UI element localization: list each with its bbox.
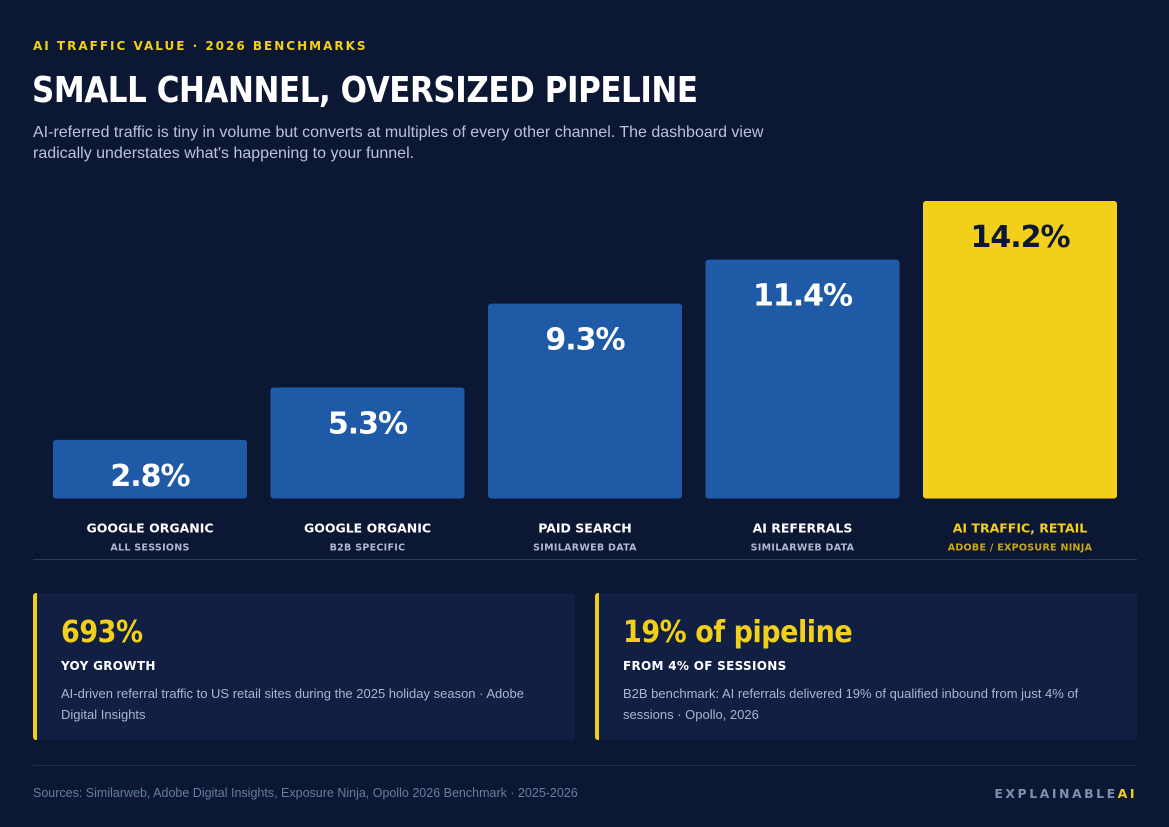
data-label-5: 14.2% <box>970 220 1070 255</box>
eyebrow: AI TRAFFIC VALUE · 2026 BENCHMARKS <box>33 39 368 53</box>
data-label-4: 11.4% <box>753 279 853 314</box>
bar-2 <box>270 387 465 499</box>
sources-note: Sources: Similarweb, Adobe Digital Insig… <box>33 786 578 800</box>
bar-1 <box>53 439 247 499</box>
bar-5 <box>923 201 1117 499</box>
chart-divider <box>33 559 1137 560</box>
bar-3 <box>488 303 682 499</box>
stat-value: 693% <box>61 615 143 650</box>
brand-logo: EXPLAINABLEAI <box>994 786 1137 801</box>
stat-description: AI-driven referral traffic to US retail … <box>61 686 524 722</box>
stat-label: FROM 4% OF SESSIONS <box>623 659 787 673</box>
category-sublabel-2: B2B SPECIFIC <box>330 543 406 554</box>
stat-card-pipeline: 19% of pipeline FROM 4% OF SESSIONS B2B … <box>595 593 1137 740</box>
stat-value: 19% of pipeline <box>623 615 853 650</box>
category-label-4: AI REFERRALS <box>753 521 853 536</box>
page-subtitle: AI-referred traffic is tiny in volume bu… <box>33 124 764 162</box>
category-label-3: PAID SEARCH <box>538 521 632 536</box>
bar-chart: 2.8% GOOGLE ORGANIC ALL SESSIONS 5.3% GOOGLE… <box>53 201 1117 554</box>
footer-divider <box>33 765 1137 766</box>
stat-label: YOY GROWTH <box>61 659 156 673</box>
brand-name: EXPLAINABLE <box>994 786 1118 801</box>
stat-card-yoy-growth: 693% YOY GROWTH AI-driven referral traff… <box>33 593 575 740</box>
stat-description: B2B benchmark: AI referrals delivered 19… <box>623 686 1079 722</box>
category-sublabel-5: ADOBE / EXPOSURE NINJA <box>948 543 1093 554</box>
data-label-1: 2.8% <box>110 459 190 494</box>
page-title: SMALL CHANNEL, OVERSIZED PIPELINE <box>32 70 698 111</box>
category-label-1: GOOGLE ORGANIC <box>86 521 213 536</box>
category-label-2: GOOGLE ORGANIC <box>304 521 431 536</box>
category-sublabel-4: SIMILARWEB DATA <box>751 543 855 554</box>
data-label-3: 9.3% <box>545 323 625 358</box>
bar-4 <box>705 259 900 499</box>
category-label-5: AI TRAFFIC, RETAIL <box>953 521 1088 536</box>
data-label-2: 5.3% <box>328 406 408 441</box>
category-sublabel-1: ALL SESSIONS <box>110 543 189 554</box>
brand-accent: AI <box>1117 786 1137 801</box>
category-sublabel-3: SIMILARWEB DATA <box>533 543 637 554</box>
